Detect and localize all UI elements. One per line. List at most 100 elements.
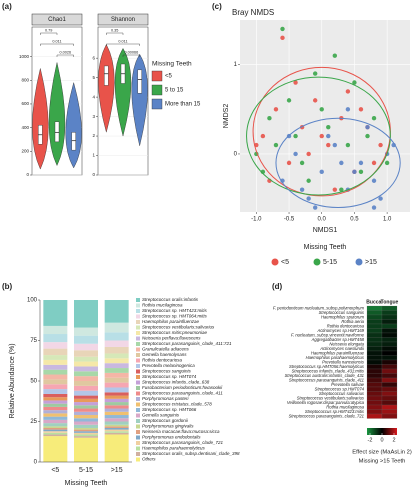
heatmap-cell: [366, 377, 383, 383]
bar-segment: [104, 346, 129, 354]
bar-segment: [43, 419, 68, 424]
bar-segment: [104, 353, 129, 359]
p-value: 0.011: [52, 40, 61, 44]
point: [345, 107, 351, 112]
y-tick-label: 1: [234, 62, 238, 68]
point: [273, 107, 279, 112]
bar-segment: [104, 429, 129, 432]
heatmap-cell: [381, 395, 398, 401]
bar-segment: [43, 359, 68, 365]
box: [137, 69, 142, 94]
heatmap-cell: [366, 391, 383, 397]
heatmap-cell: [366, 350, 383, 356]
point: [371, 178, 377, 183]
x-tick-label: 5-15: [79, 467, 93, 474]
subtitle: Missing >15 Teeth: [359, 459, 406, 465]
bar-segment: [104, 398, 129, 403]
row-label: Streptococcus sanguinis: [319, 310, 365, 315]
bar-segment: [74, 402, 98, 406]
legend-swatch: [136, 314, 140, 319]
facet-strip: [97, 13, 149, 26]
heatmap-cell: [366, 359, 383, 365]
legend-swatch: [136, 347, 140, 352]
row-label: Streptococcus sp.HMT423:mitis: [305, 409, 365, 414]
bar-segment: [104, 434, 129, 462]
legend-swatch: [136, 430, 140, 434]
point: [267, 116, 272, 121]
legend-swatch: [136, 391, 140, 396]
heatmap-cell: [381, 391, 398, 397]
x-axis-title: Missing Teeth: [65, 480, 108, 487]
bar-segment: [43, 300, 68, 326]
legend-label: Rothia dentocariosa: [142, 358, 183, 363]
bar-segment: [43, 325, 68, 335]
bar-segment: [74, 431, 98, 433]
legend-label: Haemophilus parahaemolyticus: [142, 446, 206, 451]
legend-label: Streptococcus parasanguinis_clade_411:72…: [142, 341, 232, 346]
facet-title: Chao1: [48, 17, 66, 23]
panel-label: (b): [2, 282, 13, 291]
bar-segment: [74, 432, 98, 435]
bar-segment: [104, 363, 129, 369]
bar-segment: [104, 405, 129, 409]
legend-swatch: [136, 452, 140, 456]
heatmap-cell: [381, 341, 398, 347]
heatmap-cell: [381, 310, 398, 316]
plot-area: [240, 20, 410, 212]
colorbar-tick-label: 2: [392, 437, 395, 443]
legend-swatch: [136, 424, 140, 429]
point: [254, 142, 259, 148]
bar-segment: [43, 413, 68, 417]
legend-label: >15: [365, 259, 377, 266]
heatmap-cell: [366, 409, 383, 415]
bar-segment: [74, 436, 98, 438]
bar-segment: [74, 371, 98, 377]
legend-label: Streptococcus mitis:pneumoniae: [142, 330, 208, 335]
bar-segment: [104, 424, 129, 427]
legend-label: Neisseria macacae:flava:mucosa:sicca: [142, 429, 220, 434]
point: [358, 107, 364, 112]
heatmap-cell: [366, 413, 383, 419]
point: [312, 205, 318, 210]
p-value: 0.011: [118, 40, 127, 44]
legend-title: Missing Teeth: [304, 244, 347, 251]
y-tick-label: 0: [26, 172, 29, 177]
row-label: Streptococcus vestibularis:salivarius: [297, 395, 365, 400]
legend-label: Rothia mucilaginosa: [142, 303, 183, 308]
bar-segment: [74, 421, 98, 425]
legend-swatch: [136, 320, 140, 324]
heatmap-cell: [366, 328, 383, 334]
bar-segment: [104, 368, 129, 373]
legend-label: Streptococcus infantis_clade_638: [142, 380, 210, 385]
point: [332, 142, 338, 148]
legend-swatch: [136, 342, 140, 346]
y-axis-title: NMDS2: [223, 104, 230, 129]
point: [358, 160, 364, 166]
plot-panel: [240, 20, 410, 212]
y-tick-label: 25: [30, 419, 37, 425]
bar-segment: [74, 390, 98, 396]
legend-label: Others: [142, 457, 156, 462]
point: [378, 196, 383, 201]
legend-marker: [271, 258, 279, 266]
legend-label: Streptococcus sp. HMT074: [142, 374, 197, 379]
point: [384, 160, 390, 166]
y-tick-label: 4: [92, 94, 95, 99]
point: [293, 151, 298, 157]
heatmap-cell: [381, 364, 398, 370]
bar-segment: [43, 355, 68, 360]
row-label: Veillonella rogosae:dispar:parvula:atypi…: [287, 400, 365, 405]
p-value: 0.0026: [60, 51, 72, 55]
x-tick-label: <5: [51, 467, 59, 474]
violin: [65, 81, 82, 169]
heatmap-cell: [366, 305, 383, 311]
violin: [48, 62, 66, 166]
bar-segment: [43, 374, 68, 380]
bar-segment: [74, 424, 98, 428]
colorbar-title: Effect size (MaAsLin 2): [352, 450, 412, 456]
legend-label: 5-15: [323, 259, 337, 266]
heatmap-cell: [366, 404, 383, 410]
point: [260, 133, 266, 139]
bar-segment: [43, 426, 68, 428]
